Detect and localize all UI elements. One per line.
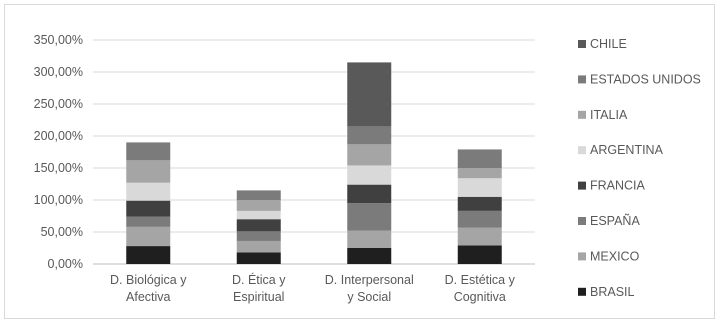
legend-label: ESPAÑA xyxy=(590,214,640,228)
x-category-label: Afectiva xyxy=(126,290,171,304)
bar-segment xyxy=(347,184,392,204)
bar-segment xyxy=(236,231,281,241)
legend-label: ARGENTINA xyxy=(590,143,664,157)
bar-segment xyxy=(126,160,171,183)
x-category-label: D. Interpersonal xyxy=(325,273,414,287)
legend-label: MEXICO xyxy=(590,249,640,263)
y-tick-label: 50,00% xyxy=(41,225,83,239)
bar-segment xyxy=(347,230,392,248)
bar-segment xyxy=(457,178,502,197)
x-category-label: D. Biológica y xyxy=(110,273,187,287)
bar-segment xyxy=(126,246,171,264)
bar-segment xyxy=(457,149,502,168)
x-category-label: D. Estética y xyxy=(445,273,516,287)
bar-segment xyxy=(347,203,392,231)
bar-segment xyxy=(457,210,502,228)
chart-area: 0,00% 50,00% 100,00% 150,00% 200,00% 250,00% 3… xyxy=(4,4,715,319)
x-category-label: y Social xyxy=(347,290,391,304)
bar-segment xyxy=(236,200,281,211)
legend-label: ESTADOS UNIDOS xyxy=(590,72,701,86)
bar-segment xyxy=(126,200,171,217)
bar-segment xyxy=(347,126,392,145)
bar-segment xyxy=(347,144,392,166)
legend-label: CHILE xyxy=(590,37,627,51)
bar-segment xyxy=(457,227,502,246)
legend-swatch xyxy=(578,287,586,296)
legend-label: FRANCIA xyxy=(590,179,646,193)
legend-swatch xyxy=(578,110,586,119)
y-tick-label: 200,00% xyxy=(34,129,83,143)
legend-swatch xyxy=(578,75,586,84)
bar-segment xyxy=(236,210,281,220)
legend-swatch xyxy=(578,181,586,190)
y-axis: 0,00% 50,00% 100,00% 150,00% 200,00% 250,00% 3… xyxy=(34,33,83,271)
bar-segment xyxy=(236,240,281,253)
bar-segment xyxy=(347,62,392,127)
bar-segment xyxy=(347,165,392,185)
legend-swatch xyxy=(578,40,586,48)
y-tick-label: 250,00% xyxy=(34,97,83,111)
bar-segment xyxy=(126,216,171,227)
bar-segment xyxy=(236,190,281,200)
x-axis: D. Biológica y Afectiva D. Ética y Espiritu… xyxy=(110,272,516,304)
y-tick-label: 100,00% xyxy=(34,193,83,207)
legend-label: ITALIA xyxy=(590,108,628,122)
x-category-label: Cognitiva xyxy=(454,290,506,304)
stacked-bar-chart: 0,00% 50,00% 100,00% 150,00% 200,00% 250,00% 3… xyxy=(34,33,701,304)
y-tick-label: 300,00% xyxy=(34,65,83,79)
bar-segment xyxy=(347,248,392,264)
bar-segment xyxy=(236,219,281,232)
legend-swatch xyxy=(578,146,586,155)
legend: CHILE ESTADOS UNIDOS ITALIA ARGENTINA FRANCI… xyxy=(578,37,701,299)
bars xyxy=(126,62,502,264)
bar-segment xyxy=(126,142,171,161)
legend-swatch xyxy=(578,252,586,261)
legend-label: BRASIL xyxy=(590,285,635,299)
bar-segment xyxy=(126,226,171,247)
bar-segment xyxy=(236,252,281,264)
bar-segment xyxy=(457,168,502,179)
bar-segment xyxy=(457,196,502,211)
x-category-label: D. Ética y xyxy=(232,272,286,287)
bar-segment xyxy=(126,182,171,201)
x-category-label: Espiritual xyxy=(233,290,284,304)
legend-swatch xyxy=(578,217,586,225)
y-tick-label: 350,00% xyxy=(34,33,83,47)
bar-segment xyxy=(457,245,502,264)
y-tick-label: 150,00% xyxy=(34,161,83,175)
y-tick-label: 0,00% xyxy=(48,257,83,271)
